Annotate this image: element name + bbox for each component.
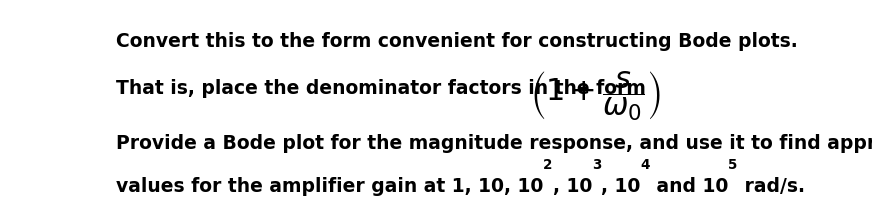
Text: , 10: , 10	[553, 177, 592, 196]
Text: 2: 2	[543, 158, 553, 172]
Text: 5: 5	[728, 158, 738, 172]
Text: 3: 3	[592, 158, 602, 172]
Text: , 10: , 10	[602, 177, 641, 196]
Text: Provide a Bode plot for the magnitude response, and use it to find approximate: Provide a Bode plot for the magnitude re…	[116, 134, 872, 153]
Text: and 10: and 10	[650, 177, 728, 196]
Text: Convert this to the form convenient for constructing Bode plots.: Convert this to the form convenient for …	[116, 32, 798, 51]
Text: rad/s.: rad/s.	[738, 177, 805, 196]
Text: That is, place the denominator factors in the form: That is, place the denominator factors i…	[116, 79, 645, 98]
Text: $\left(1+\dfrac{s}{\omega_0}\right)$: $\left(1+\dfrac{s}{\omega_0}\right)$	[530, 69, 661, 123]
Text: 4: 4	[641, 158, 650, 172]
Text: values for the amplifier gain at 1, 10, 10: values for the amplifier gain at 1, 10, …	[116, 177, 543, 196]
